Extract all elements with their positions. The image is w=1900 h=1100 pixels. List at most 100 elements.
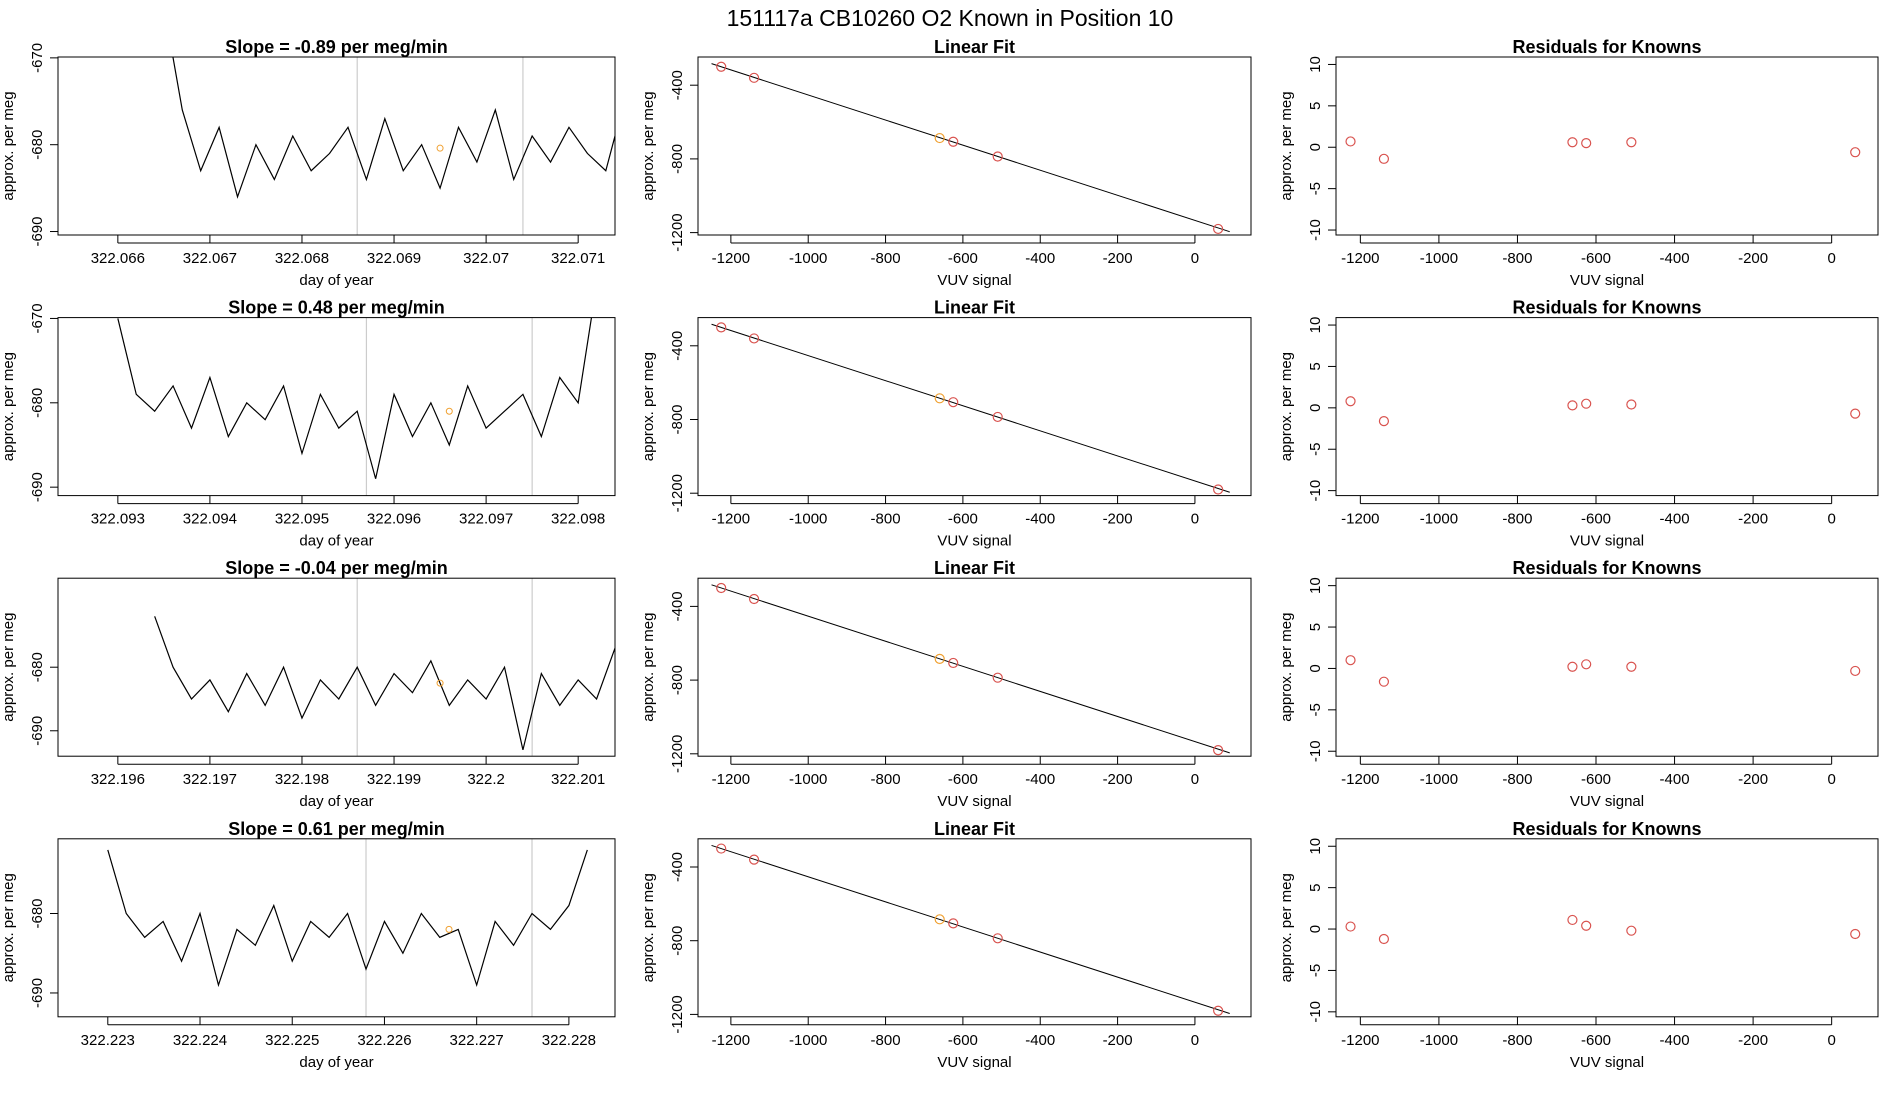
- y-tick-label: -680: [29, 388, 46, 418]
- highlight-point: [436, 679, 444, 687]
- x-tick-label: -400: [1025, 250, 1055, 267]
- y-tick-label: 0: [1307, 143, 1324, 151]
- panel-title: Slope = 0.61 per meg/min: [228, 819, 445, 839]
- y-tick-label: -690: [29, 217, 46, 247]
- y-tick-label: -670: [29, 43, 46, 73]
- x-tick-label: -800: [871, 250, 901, 267]
- highlight-point: [445, 925, 453, 933]
- plot-frame: [57, 577, 616, 757]
- data-point: [716, 322, 727, 333]
- y-tick-label: -1200: [669, 474, 686, 512]
- y-tick-label: -400: [669, 852, 686, 882]
- data-point: [1378, 415, 1390, 427]
- y-tick-label: 10: [1307, 577, 1324, 594]
- data-point: [992, 411, 1003, 423]
- data-point: [948, 397, 959, 408]
- x-tick-label: -1200: [712, 771, 750, 788]
- x-axis-label: VUV signal: [1570, 272, 1644, 289]
- plot-frame: [697, 317, 1252, 497]
- y-tick-label: -690: [29, 716, 46, 746]
- plot-area: [711, 582, 1230, 756]
- panel-title: Linear Fit: [934, 298, 1015, 318]
- plot-area: [711, 843, 1230, 1016]
- x-tick-label: -400: [1025, 771, 1055, 788]
- x-tick-label: 0: [1827, 511, 1835, 528]
- y-axis-label: approx. per meg: [640, 352, 657, 461]
- x-tick-label: 322.228: [542, 1032, 596, 1049]
- y-tick-label: -5: [1307, 182, 1324, 195]
- x-tick-label: -800: [1502, 250, 1532, 267]
- y-tick-label: 10: [1307, 317, 1324, 334]
- x-tick-label: -800: [871, 1032, 901, 1049]
- x-tick-label: -600: [948, 771, 978, 788]
- x-tick-label: 322.071: [551, 250, 605, 267]
- data-point: [1850, 665, 1861, 677]
- data-point: [1567, 914, 1578, 926]
- y-tick-label: -1200: [669, 213, 686, 251]
- y-tick-label: -1200: [669, 735, 686, 773]
- x-tick-label: -200: [1103, 1032, 1133, 1049]
- data-point: [1567, 137, 1578, 148]
- data-point: [948, 657, 959, 669]
- data-line: [117, 317, 593, 479]
- data-point: [1345, 655, 1356, 666]
- data-line: [107, 849, 588, 988]
- panel: Slope = 0.48 per meg/min day of year appro…: [0, 298, 616, 550]
- x-tick-label: 0: [1827, 1032, 1835, 1049]
- panel: Slope = -0.04 per meg/min day of year appr…: [0, 558, 616, 810]
- x-axis-label: VUV signal: [1570, 793, 1644, 810]
- y-axis-label: approx. per meg: [640, 873, 657, 982]
- y-tick-label: 10: [1307, 838, 1324, 855]
- x-tick-label: -200: [1738, 771, 1768, 788]
- x-tick-label: -600: [948, 250, 978, 267]
- data-point: [1345, 921, 1356, 932]
- plot-area: [117, 317, 593, 496]
- y-tick-label: -1200: [669, 995, 686, 1033]
- data-point: [934, 653, 945, 665]
- data-point: [1378, 933, 1390, 945]
- data-point: [1626, 137, 1637, 148]
- x-tick-label: 322.093: [91, 511, 145, 528]
- plot-area: [711, 322, 1230, 495]
- panel: Residuals for Knowns VUV signal approx. pe…: [1278, 558, 1879, 810]
- x-tick-label: 322.096: [367, 511, 421, 528]
- data-point: [1378, 676, 1390, 687]
- x-tick-label: -600: [948, 511, 978, 528]
- x-axis-label: day of year: [299, 533, 373, 550]
- x-tick-label: -1000: [1420, 771, 1458, 788]
- data-point: [1345, 136, 1356, 147]
- panel: Slope = 0.61 per meg/min day of year appro…: [0, 819, 616, 1071]
- x-tick-label: 322.227: [450, 1032, 504, 1049]
- x-tick-label: -1200: [1341, 511, 1379, 528]
- y-tick-label: -690: [29, 978, 46, 1008]
- data-point: [1213, 223, 1224, 235]
- data-point: [1626, 661, 1637, 672]
- x-tick-label: -200: [1103, 771, 1133, 788]
- y-tick-label: -800: [669, 665, 686, 695]
- x-axis-label: VUV signal: [937, 272, 1011, 289]
- y-tick-label: -690: [29, 472, 46, 502]
- data-point: [992, 672, 1003, 683]
- y-tick-label: 5: [1307, 362, 1324, 370]
- y-tick-label: 5: [1307, 623, 1324, 631]
- panel-title: Residuals for Knowns: [1512, 558, 1701, 578]
- x-tick-label: -600: [948, 1032, 978, 1049]
- data-point: [934, 393, 945, 404]
- x-axis-label: VUV signal: [937, 793, 1011, 810]
- plot-area: [1345, 396, 1861, 427]
- data-point: [1213, 745, 1224, 756]
- plot-area: [172, 57, 615, 235]
- panel: Linear Fit VUV signal approx. per meg -1200…: [640, 37, 1252, 289]
- plot-frame: [1335, 56, 1879, 236]
- x-axis-label: day of year: [299, 1054, 373, 1071]
- x-tick-label: -1000: [1420, 511, 1458, 528]
- y-tick-label: 10: [1307, 56, 1324, 73]
- x-tick-label: -800: [871, 771, 901, 788]
- data-point: [1850, 147, 1861, 158]
- x-tick-label: 322.069: [367, 250, 421, 267]
- panel: Residuals for Knowns VUV signal approx. pe…: [1278, 37, 1879, 289]
- data-point: [748, 593, 760, 605]
- x-tick-label: 0: [1827, 771, 1835, 788]
- panel: Linear Fit VUV signal approx. per meg -1200…: [640, 298, 1252, 550]
- y-tick-label: -5: [1307, 703, 1324, 716]
